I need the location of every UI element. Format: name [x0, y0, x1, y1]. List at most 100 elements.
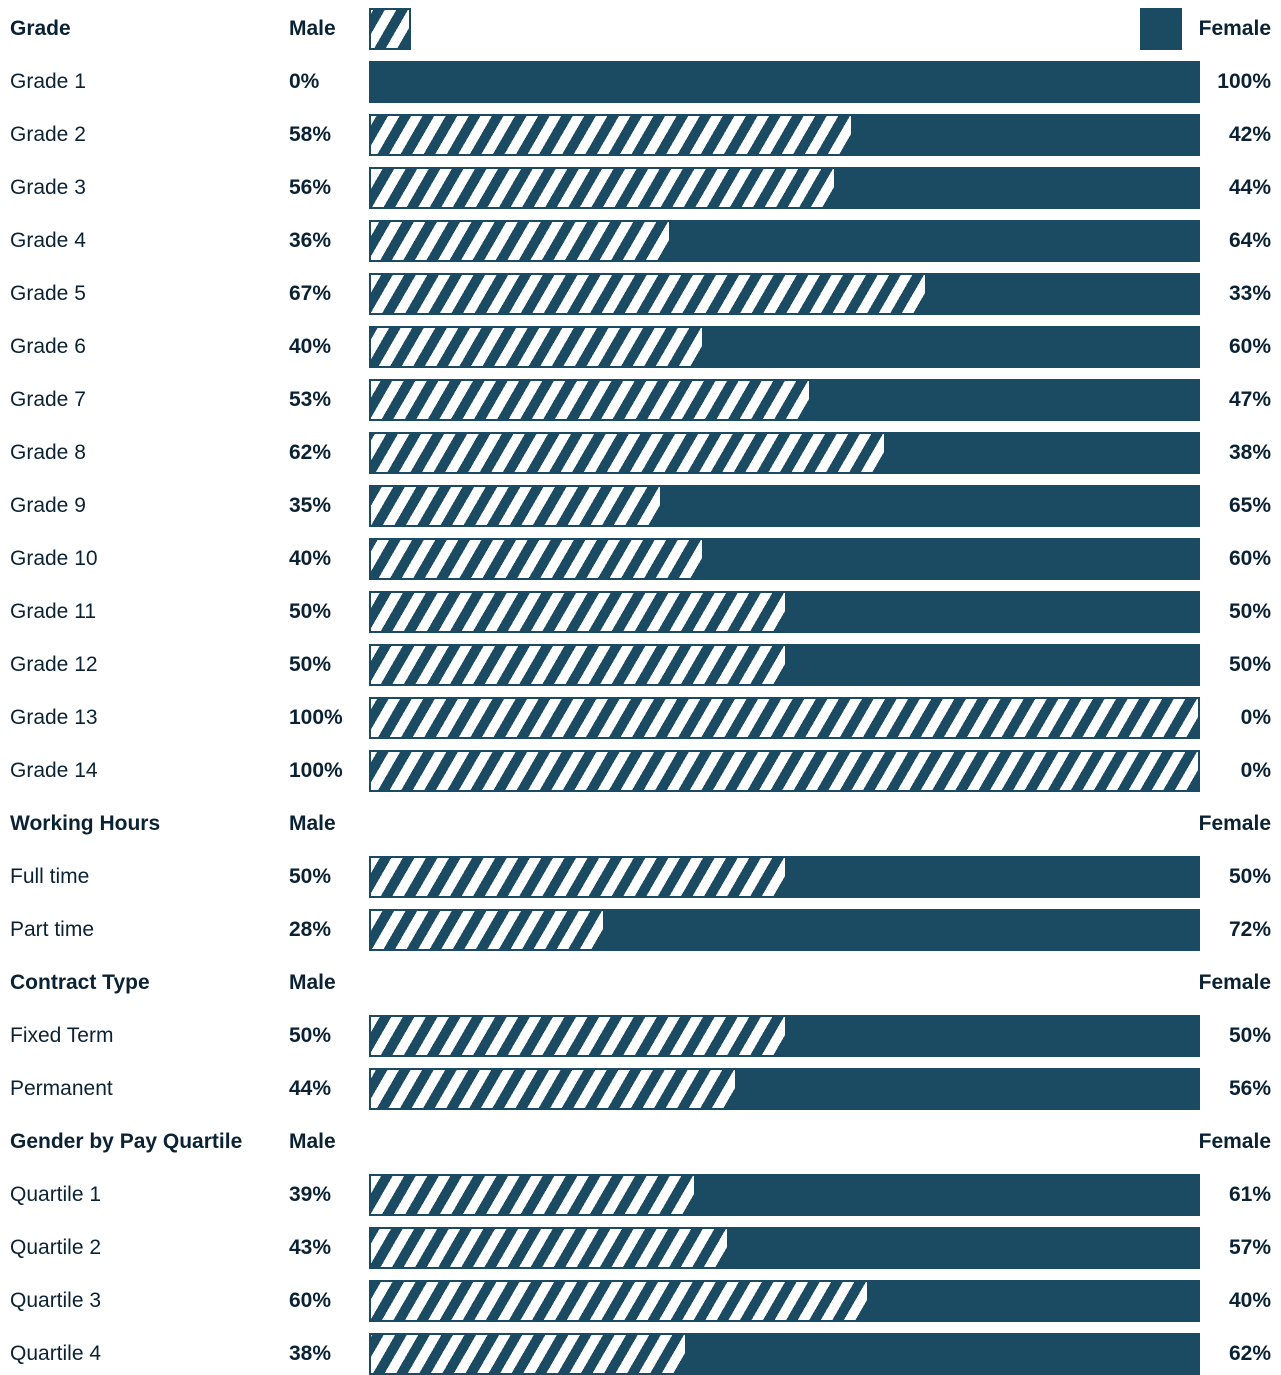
- bar-male-segment: [371, 275, 925, 313]
- bar-male-segment: [371, 487, 660, 525]
- male-value-label: 0%: [289, 70, 320, 93]
- row-category-label: Grade 8: [10, 441, 86, 464]
- stacked-bar: [369, 750, 1200, 792]
- stacked-bar: [369, 644, 1200, 686]
- female-value-label: 40%: [1228, 1289, 1271, 1312]
- female-value-label: 47%: [1228, 388, 1271, 411]
- female-column-header: Female: [1198, 17, 1271, 40]
- row-category-label: Grade 1: [10, 70, 86, 93]
- row-category-label: Grade 11: [10, 600, 96, 623]
- bar-male-segment: [371, 593, 785, 631]
- section-title: Contract Type: [10, 971, 150, 994]
- female-value-label: 60%: [1228, 335, 1271, 358]
- row-category-label: Grade 6: [10, 335, 86, 358]
- bar-male-segment: [371, 646, 785, 684]
- female-value-label: 42%: [1228, 123, 1271, 146]
- female-value-label: 60%: [1228, 547, 1271, 570]
- row-category-label: Grade 7: [10, 388, 86, 411]
- male-value-label: 44%: [289, 1077, 332, 1100]
- bar-male-segment: [371, 1017, 785, 1055]
- row-category-label: Grade 9: [10, 494, 86, 517]
- male-value-label: 50%: [289, 600, 332, 623]
- female-value-label: 50%: [1228, 1024, 1271, 1047]
- stacked-bar: [369, 220, 1200, 262]
- stacked-bar: [369, 856, 1200, 898]
- male-column-header: Male: [289, 1130, 336, 1153]
- female-value-label: 100%: [1217, 70, 1271, 93]
- legend-male-swatch: [369, 8, 411, 50]
- stacked-bar: [369, 273, 1200, 315]
- row-category-label: Fixed Term: [10, 1024, 114, 1047]
- male-value-label: 58%: [289, 123, 332, 146]
- female-value-label: 61%: [1228, 1183, 1271, 1206]
- male-value-label: 100%: [289, 759, 343, 782]
- bar-male-segment: [371, 699, 1198, 737]
- stacked-bar: [369, 326, 1200, 368]
- female-value-label: 0%: [1240, 759, 1271, 782]
- female-value-label: 33%: [1228, 282, 1271, 305]
- row-category-label: Grade 3: [10, 176, 86, 199]
- row-category-label: Quartile 3: [10, 1289, 102, 1312]
- row-category-label: Grade 5: [10, 282, 86, 305]
- section-title: Grade: [10, 17, 71, 40]
- female-value-label: 50%: [1228, 865, 1271, 888]
- bar-male-segment: [371, 381, 809, 419]
- row-category-label: Grade 10: [10, 547, 98, 570]
- legend-female-swatch: [1140, 8, 1182, 50]
- female-value-label: 0%: [1240, 706, 1271, 729]
- female-value-label: 57%: [1228, 1236, 1271, 1259]
- stacked-bar: [369, 538, 1200, 580]
- row-category-label: Quartile 2: [10, 1236, 102, 1259]
- stacked-bar: [369, 485, 1200, 527]
- male-value-label: 28%: [289, 918, 332, 941]
- male-value-label: 38%: [289, 1342, 332, 1365]
- bar-male-segment: [371, 1176, 694, 1214]
- section-title: Working Hours: [10, 812, 161, 835]
- male-value-label: 53%: [289, 388, 332, 411]
- male-value-label: 50%: [289, 865, 332, 888]
- male-value-label: 62%: [289, 441, 332, 464]
- bar-male-segment: [371, 1229, 727, 1267]
- female-value-label: 72%: [1228, 918, 1271, 941]
- bar-male-segment: [371, 1335, 685, 1373]
- section-title: Gender by Pay Quartile: [10, 1130, 243, 1153]
- stacked-bar: [369, 1068, 1200, 1110]
- bar-male-segment: [371, 858, 785, 896]
- row-category-label: Grade 2: [10, 123, 86, 146]
- stacked-bar: [369, 114, 1200, 156]
- stacked-bar: [369, 432, 1200, 474]
- stacked-bar: [369, 1015, 1200, 1057]
- stacked-bar: [369, 379, 1200, 421]
- bar-male-segment: [371, 222, 669, 260]
- female-column-header: Female: [1198, 971, 1271, 994]
- male-value-label: 40%: [289, 547, 332, 570]
- row-category-label: Quartile 1: [10, 1183, 102, 1206]
- male-value-label: 39%: [289, 1183, 332, 1206]
- female-value-label: 56%: [1228, 1077, 1271, 1100]
- male-value-label: 43%: [289, 1236, 332, 1259]
- male-value-label: 56%: [289, 176, 332, 199]
- row-category-label: Grade 13: [10, 706, 98, 729]
- stacked-bar: [369, 167, 1200, 209]
- stacked-bar: [369, 697, 1200, 739]
- bar-male-segment: [371, 540, 702, 578]
- stacked-bar: [369, 1227, 1200, 1269]
- bar-male-segment: [371, 911, 603, 949]
- male-column-header: Male: [289, 812, 336, 835]
- bar-male-segment: [371, 1282, 867, 1320]
- female-value-label: 44%: [1228, 176, 1271, 199]
- male-value-label: 100%: [289, 706, 343, 729]
- stacked-bar: [369, 1174, 1200, 1216]
- row-category-label: Grade 12: [10, 653, 98, 676]
- male-value-label: 50%: [289, 1024, 332, 1047]
- bar-male-segment: [371, 169, 834, 207]
- row-category-label: Grade 4: [10, 229, 86, 252]
- female-value-label: 65%: [1228, 494, 1271, 517]
- bar-male-segment: [371, 116, 851, 154]
- female-value-label: 62%: [1228, 1342, 1271, 1365]
- male-value-label: 67%: [289, 282, 332, 305]
- bar-male-segment: [371, 752, 1198, 790]
- female-value-label: 50%: [1228, 600, 1271, 623]
- row-category-label: Permanent: [10, 1077, 113, 1100]
